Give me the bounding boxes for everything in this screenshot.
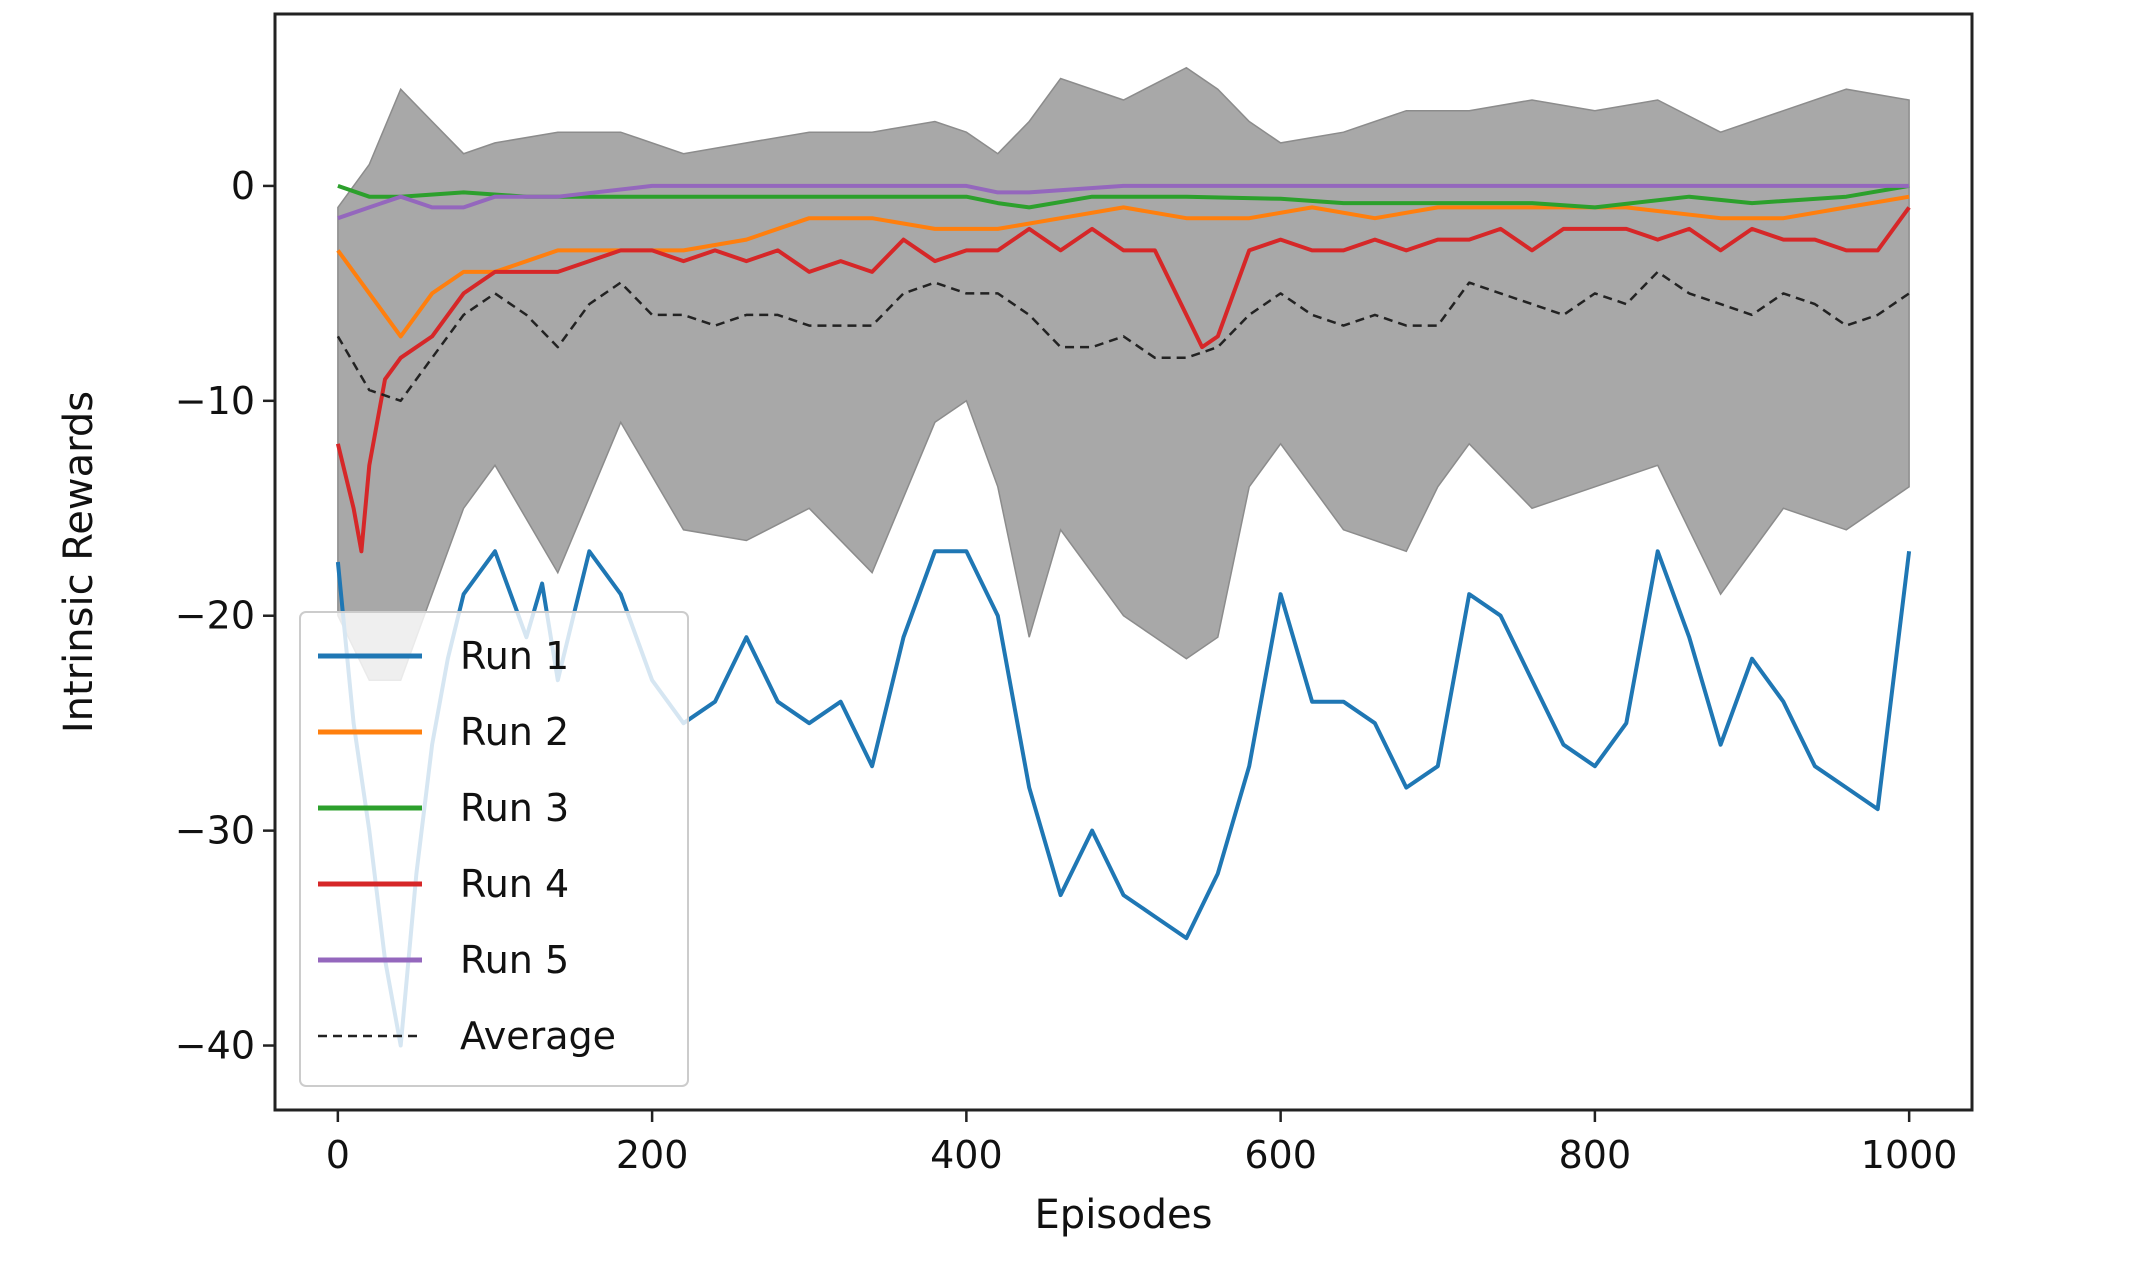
- x-tick-label: 400: [930, 1133, 1003, 1177]
- legend-label-run-3: Run 3: [460, 786, 569, 830]
- legend-label-run-5: Run 5: [460, 938, 569, 982]
- y-tick-label: 0: [231, 164, 255, 208]
- y-tick-label: −40: [175, 1024, 255, 1068]
- y-tick-label: −10: [175, 379, 255, 423]
- std-band: [337, 66, 1910, 681]
- series-line-run-3: [337, 183, 1910, 210]
- std-band-layer: [337, 66, 1910, 681]
- y-axis: 0 −10 −20 −30 −40: [175, 164, 275, 1068]
- x-tick-label: 800: [1559, 1133, 1632, 1177]
- x-tick-label: 0: [326, 1133, 350, 1177]
- plot-frame: [273, 12, 1974, 1112]
- x-tick-label: 200: [616, 1133, 689, 1177]
- legend: Run 1 Run 2 Run 3 Run 4 Run 5 Average: [299, 611, 689, 1087]
- legend-label-average: Average: [460, 1014, 616, 1058]
- series-line-run-4: [335, 206, 1911, 554]
- series-layer: [335, 183, 1912, 1048]
- legend-label-run-1: Run 1: [460, 634, 569, 678]
- x-tick-label: 600: [1244, 1133, 1317, 1177]
- legend-label-run-2: Run 2: [460, 710, 569, 754]
- series-line-run-5: [337, 183, 1910, 221]
- x-axis: 0 200 400 600 800 1000: [326, 1110, 1958, 1177]
- legend-label-run-4: Run 4: [460, 862, 569, 906]
- series-line-average: [336, 270, 1910, 403]
- y-tick-label: −30: [175, 809, 255, 853]
- series-line-run-1: [335, 549, 1912, 1048]
- y-axis-label: Intrinsic Rewards: [56, 391, 102, 733]
- x-axis-label: Episodes: [1035, 1192, 1213, 1238]
- y-tick-label: −20: [175, 594, 255, 638]
- x-tick-label: 1000: [1861, 1133, 1958, 1177]
